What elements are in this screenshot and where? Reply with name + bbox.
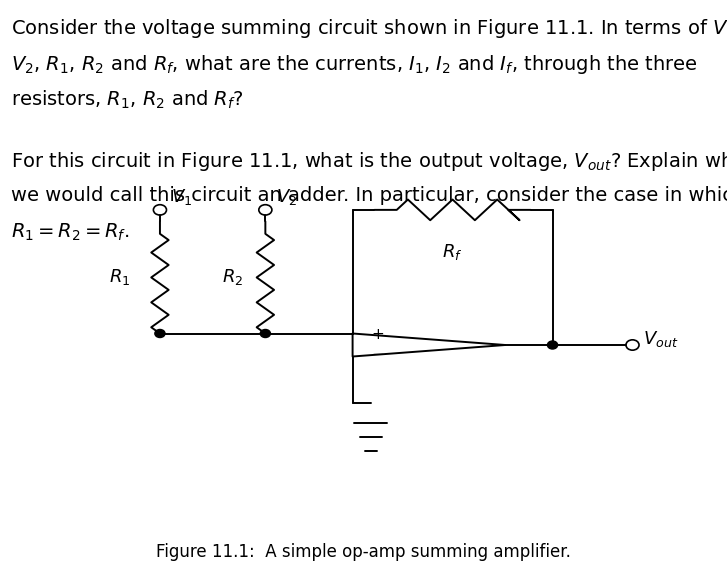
Text: $V_1$: $V_1$: [171, 187, 192, 207]
Text: resistors, $R_1$, $R_2$ and $R_f$?: resistors, $R_1$, $R_2$ and $R_f$?: [11, 89, 244, 111]
Text: $R_1 = R_2 = R_f$.: $R_1 = R_2 = R_f$.: [11, 221, 129, 243]
Text: we would call this circuit an adder. In particular, consider the case in which: we would call this circuit an adder. In …: [11, 186, 727, 205]
Text: $R_2$: $R_2$: [222, 267, 244, 288]
Text: $R_1$: $R_1$: [110, 267, 131, 288]
Text: Consider the voltage summing circuit shown in Figure 11.1. In terms of $V_1$,: Consider the voltage summing circuit sho…: [11, 17, 727, 40]
Circle shape: [155, 329, 165, 338]
Text: $V_2$: $V_2$: [276, 187, 297, 207]
Text: $-$: $-$: [371, 345, 384, 360]
Text: $V_2$, $R_1$, $R_2$ and $R_f$, what are the currents, $I_1$, $I_2$ and $I_f$, th: $V_2$, $R_1$, $R_2$ and $R_f$, what are …: [11, 53, 698, 76]
Text: $+$: $+$: [371, 327, 384, 342]
Text: $R_f$: $R_f$: [442, 242, 463, 262]
Circle shape: [547, 341, 558, 349]
Text: Figure 11.1:  A simple op-amp summing amplifier.: Figure 11.1: A simple op-amp summing amp…: [156, 543, 571, 561]
Text: For this circuit in Figure 11.1, what is the output voltage, $V_{out}$? Explain : For this circuit in Figure 11.1, what is…: [11, 150, 727, 173]
Circle shape: [260, 329, 270, 338]
Text: $V_{out}$: $V_{out}$: [643, 329, 679, 349]
